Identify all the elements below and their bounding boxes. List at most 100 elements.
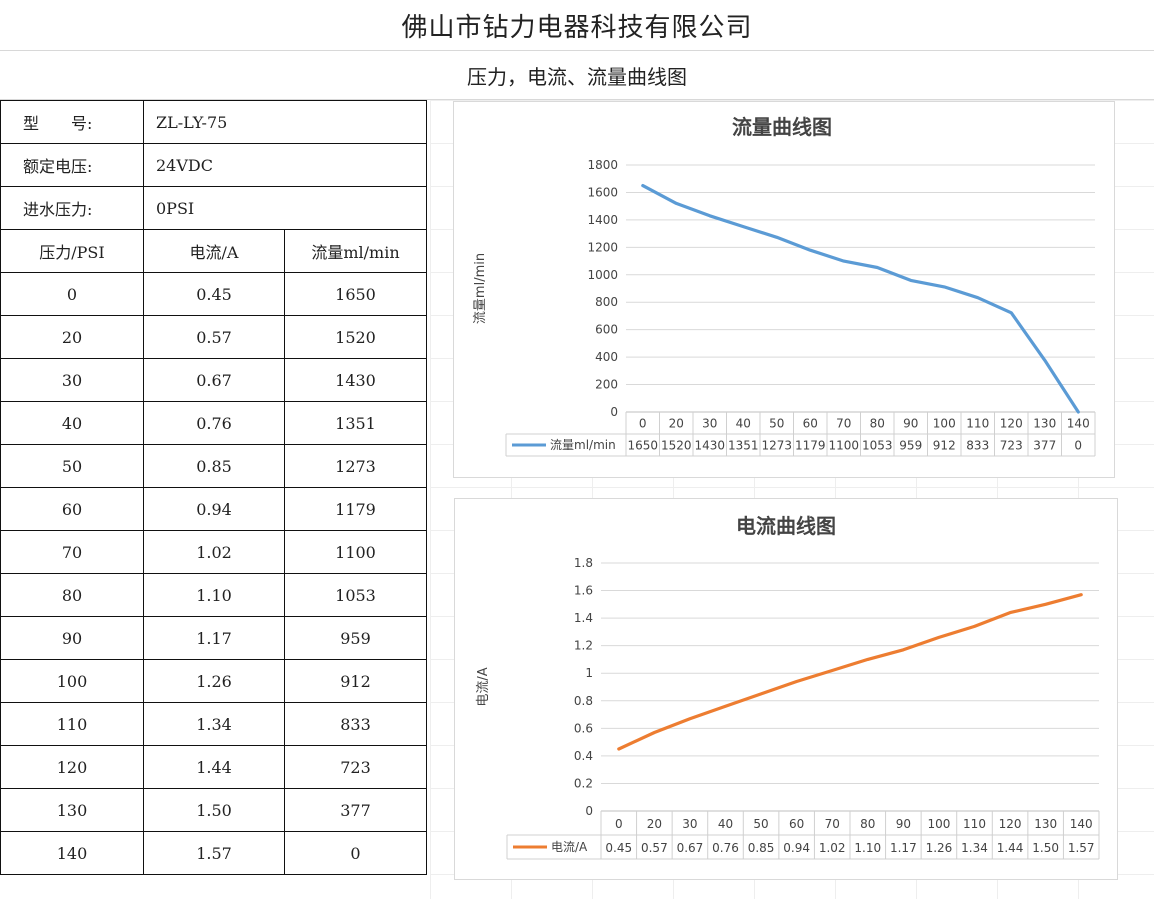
cell-pressure: 110 <box>0 702 144 746</box>
header-pressure: 压力/PSI <box>0 229 144 273</box>
spec-row-model: 型 号: ZL-LY-75 <box>0 100 427 144</box>
voltage-label: 额定电压: <box>0 143 144 187</box>
x-tick-label: 50 <box>769 416 784 430</box>
y-tick-label: 0 <box>585 804 593 818</box>
data-table-value: 1179 <box>795 438 826 452</box>
cell-flow: 959 <box>284 616 427 660</box>
x-tick-label: 0 <box>615 817 623 831</box>
cell-current: 1.10 <box>143 573 285 617</box>
header-current: 电流/A <box>143 229 285 273</box>
data-table-value: 1053 <box>862 438 893 452</box>
table-row: 0 0.45 1650 <box>0 272 427 316</box>
data-table-value: 0.45 <box>605 841 632 855</box>
page-subtitle: 压力，电流、流量曲线图 <box>0 51 1154 100</box>
y-tick-label: 1.2 <box>574 639 593 653</box>
table-row: 90 1.17 959 <box>0 616 427 660</box>
cell-flow: 1053 <box>284 573 427 617</box>
cell-pressure: 130 <box>0 788 144 832</box>
x-tick-label: 60 <box>803 416 818 430</box>
x-tick-label: 90 <box>903 416 918 430</box>
chart-title: 电流曲线图 <box>736 514 836 538</box>
y-tick-label: 1800 <box>587 158 618 172</box>
cell-current: 0.85 <box>143 444 285 488</box>
legend-label: 电流/A <box>551 840 588 854</box>
cell-current: 1.44 <box>143 745 285 789</box>
cell-pressure: 0 <box>0 272 144 316</box>
y-tick-label: 0.2 <box>574 776 593 790</box>
inlet-label: 进水压力: <box>0 186 144 230</box>
y-tick-label: 1.4 <box>574 611 593 625</box>
cell-pressure: 90 <box>0 616 144 660</box>
y-axis-label: 电流/A <box>476 667 491 706</box>
cell-flow: 1273 <box>284 444 427 488</box>
table-row: 130 1.50 377 <box>0 788 427 832</box>
cell-pressure: 120 <box>0 745 144 789</box>
x-tick-label: 120 <box>999 817 1022 831</box>
cell-flow: 912 <box>284 659 427 703</box>
cell-pressure: 30 <box>0 358 144 402</box>
table-header-row: 压力/PSI 电流/A 流量ml/min <box>0 229 427 273</box>
data-table-value: 377 <box>1033 438 1056 452</box>
y-tick-label: 0.4 <box>574 749 593 763</box>
x-tick-label: 100 <box>933 416 956 430</box>
data-table-value: 0 <box>1074 438 1082 452</box>
cell-flow: 1650 <box>284 272 427 316</box>
y-tick-label: 600 <box>595 323 618 337</box>
cell-current: 0.57 <box>143 315 285 359</box>
cell-flow: 1179 <box>284 487 427 531</box>
data-table-value: 1.57 <box>1068 841 1095 855</box>
y-tick-label: 0.6 <box>574 721 593 735</box>
x-tick-label: 130 <box>1034 817 1057 831</box>
y-tick-label: 1 <box>585 666 593 680</box>
cell-pressure: 140 <box>0 831 144 875</box>
data-table-value: 1.44 <box>997 841 1024 855</box>
header-flow: 流量ml/min <box>284 229 427 273</box>
y-tick-label: 0 <box>610 405 618 419</box>
spec-table: 型 号: ZL-LY-75 额定电压: 24VDC 进水压力: 0PSI 压力/… <box>0 100 427 875</box>
y-tick-label: 1400 <box>587 213 618 227</box>
company-title: 佛山市钻力电器科技有限公司 <box>0 0 1154 51</box>
x-tick-label: 100 <box>927 817 950 831</box>
y-tick-label: 1.6 <box>574 584 593 598</box>
cell-current: 0.45 <box>143 272 285 316</box>
data-table-value: 1.17 <box>890 841 917 855</box>
cell-flow: 723 <box>284 745 427 789</box>
cell-pressure: 60 <box>0 487 144 531</box>
voltage-value: 24VDC <box>143 143 427 187</box>
spec-row-inlet: 进水压力: 0PSI <box>0 186 427 230</box>
table-row: 20 0.57 1520 <box>0 315 427 359</box>
current-chart: 电流曲线图 0 0.2 0.4 0.6 0.8 1 1.2 1.4 1.6 1.8 电流/A 0 0.45… <box>476 514 1100 860</box>
table-row: 80 1.10 1053 <box>0 573 427 617</box>
data-table-value: 1351 <box>728 438 759 452</box>
table-row: 50 0.85 1273 <box>0 444 427 488</box>
table-row: 60 0.94 1179 <box>0 487 427 531</box>
x-tick-label: 50 <box>753 817 768 831</box>
data-table-value: 1.02 <box>819 841 846 855</box>
table-row: 30 0.67 1430 <box>0 358 427 402</box>
cell-pressure: 20 <box>0 315 144 359</box>
series-line <box>641 183 1080 414</box>
data-table-value: 0.67 <box>677 841 704 855</box>
cell-flow: 1100 <box>284 530 427 574</box>
y-tick-label: 400 <box>595 350 618 364</box>
model-label: 型 号: <box>0 100 144 144</box>
data-table-value: 0.76 <box>712 841 739 855</box>
legend-label: 流量ml/min <box>550 438 616 452</box>
cell-current: 1.17 <box>143 616 285 660</box>
y-tick-label: 1600 <box>587 185 618 199</box>
flow-chart: 流量曲线图020040060080010001200140016001800流量… <box>473 115 1096 457</box>
x-tick-label: 140 <box>1070 817 1093 831</box>
inlet-value: 0PSI <box>143 186 427 230</box>
x-tick-label: 40 <box>736 416 751 430</box>
cell-current: 1.57 <box>143 831 285 875</box>
table-row: 110 1.34 833 <box>0 702 427 746</box>
data-table-value: 959 <box>899 438 922 452</box>
cell-flow: 0 <box>284 831 427 875</box>
x-tick-label: 130 <box>1033 416 1056 430</box>
y-tick-label: 1.8 <box>574 556 593 570</box>
x-tick-label: 60 <box>789 817 804 831</box>
table-row: 70 1.02 1100 <box>0 530 427 574</box>
series-line <box>617 593 1083 751</box>
cell-flow: 833 <box>284 702 427 746</box>
cell-current: 0.67 <box>143 358 285 402</box>
